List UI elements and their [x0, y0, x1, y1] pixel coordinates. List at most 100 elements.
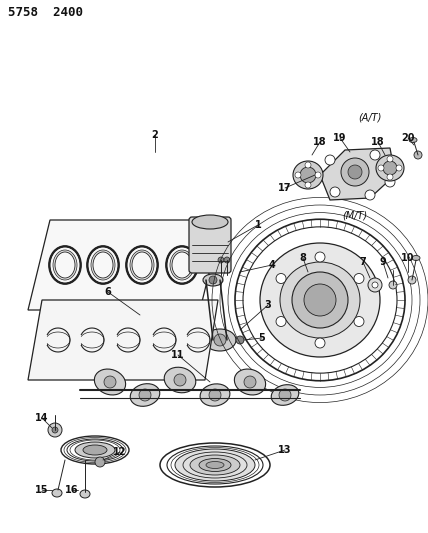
Circle shape [372, 282, 378, 288]
Text: 10: 10 [401, 253, 415, 263]
Circle shape [370, 150, 380, 160]
Circle shape [292, 272, 348, 328]
Circle shape [218, 257, 224, 263]
Ellipse shape [200, 384, 230, 406]
Ellipse shape [83, 445, 107, 455]
Circle shape [315, 252, 325, 262]
Ellipse shape [206, 462, 224, 469]
Ellipse shape [130, 384, 160, 406]
Text: 11: 11 [171, 350, 185, 360]
Text: 6: 6 [104, 287, 111, 297]
Circle shape [396, 165, 402, 171]
Circle shape [214, 334, 226, 346]
Circle shape [295, 172, 301, 178]
Circle shape [389, 281, 397, 289]
Ellipse shape [172, 252, 192, 278]
Ellipse shape [164, 367, 196, 393]
Polygon shape [28, 220, 222, 310]
Ellipse shape [52, 489, 62, 497]
Ellipse shape [260, 243, 380, 357]
Circle shape [378, 165, 384, 171]
Text: 5758  2400: 5758 2400 [8, 5, 83, 19]
Circle shape [174, 374, 186, 386]
Text: 12: 12 [113, 447, 127, 457]
Circle shape [315, 338, 325, 348]
Text: (A/T): (A/T) [358, 113, 382, 123]
Circle shape [348, 165, 362, 179]
Ellipse shape [412, 255, 420, 261]
Text: 18: 18 [371, 137, 385, 147]
Circle shape [300, 167, 316, 183]
Circle shape [305, 182, 311, 188]
Circle shape [276, 317, 286, 327]
Circle shape [305, 162, 311, 168]
Text: 5: 5 [259, 333, 265, 343]
Ellipse shape [190, 455, 240, 475]
Ellipse shape [271, 385, 299, 405]
Circle shape [325, 155, 335, 165]
Ellipse shape [91, 250, 115, 280]
Ellipse shape [55, 252, 75, 278]
Ellipse shape [192, 215, 228, 229]
Text: 14: 14 [35, 413, 49, 423]
Circle shape [104, 376, 116, 388]
Circle shape [209, 276, 217, 284]
Text: 8: 8 [300, 253, 306, 263]
Ellipse shape [130, 250, 154, 280]
Polygon shape [28, 300, 218, 380]
Text: 3: 3 [265, 300, 271, 310]
Text: 9: 9 [380, 257, 386, 267]
Circle shape [354, 317, 364, 327]
Ellipse shape [75, 442, 115, 458]
Circle shape [414, 151, 422, 159]
Circle shape [279, 389, 291, 401]
Ellipse shape [199, 458, 231, 472]
Text: 4: 4 [269, 260, 275, 270]
Text: 13: 13 [278, 445, 292, 455]
Ellipse shape [170, 250, 194, 280]
Text: 18: 18 [313, 137, 327, 147]
Ellipse shape [53, 250, 77, 280]
Circle shape [385, 177, 395, 187]
FancyBboxPatch shape [189, 217, 231, 273]
Ellipse shape [293, 161, 323, 189]
Circle shape [95, 457, 105, 467]
Ellipse shape [132, 252, 152, 278]
Circle shape [354, 273, 364, 284]
Text: 17: 17 [278, 183, 292, 193]
Circle shape [224, 257, 230, 263]
Text: (M/T): (M/T) [342, 210, 368, 220]
Text: 16: 16 [65, 485, 79, 495]
Circle shape [330, 187, 340, 197]
Circle shape [139, 389, 151, 401]
Text: 20: 20 [401, 133, 415, 143]
Circle shape [304, 284, 336, 316]
Circle shape [387, 174, 393, 180]
Circle shape [48, 423, 62, 437]
Ellipse shape [80, 490, 90, 498]
Circle shape [236, 336, 244, 344]
Circle shape [276, 273, 286, 284]
Text: 15: 15 [35, 485, 49, 495]
Circle shape [383, 161, 397, 175]
Polygon shape [320, 148, 395, 200]
Circle shape [244, 376, 256, 388]
Ellipse shape [204, 329, 236, 351]
Ellipse shape [175, 449, 255, 481]
Text: 2: 2 [152, 130, 158, 140]
Circle shape [368, 278, 382, 292]
Circle shape [341, 158, 369, 186]
Text: 19: 19 [333, 133, 347, 143]
Ellipse shape [94, 369, 126, 395]
Circle shape [408, 276, 416, 284]
Ellipse shape [203, 274, 223, 286]
Circle shape [387, 156, 393, 162]
Circle shape [52, 427, 58, 433]
Circle shape [365, 190, 375, 200]
Circle shape [315, 172, 321, 178]
Ellipse shape [280, 262, 360, 338]
Circle shape [209, 389, 221, 401]
Text: 7: 7 [360, 257, 366, 267]
Ellipse shape [376, 155, 404, 181]
Text: 1: 1 [255, 220, 262, 230]
